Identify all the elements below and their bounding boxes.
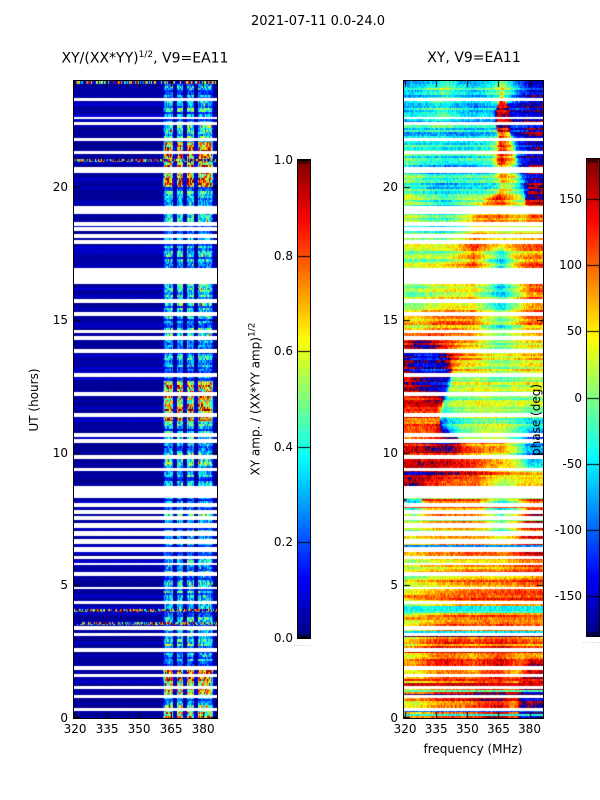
amplitude-y-tick-label: 15 — [52, 312, 68, 327]
phase-colorbar-tick-label: -100 — [554, 523, 582, 537]
phase-y-tick-label: 5 — [390, 578, 398, 593]
phase-x-tick-label: 365 — [486, 722, 510, 736]
amplitude-colorbar — [297, 159, 311, 639]
amplitude-colorbar-gradient — [298, 160, 310, 638]
amplitude-colorbar-tick-label: 0.8 — [273, 248, 293, 263]
amplitude-colorbar-label-superscript: 1/2 — [247, 322, 258, 338]
amplitude-title-suffix: , V9=EA11 — [153, 50, 229, 67]
amplitude-y-tick-label: 5 — [60, 578, 68, 593]
phase-colorbar-tick-label: -150 — [554, 589, 582, 604]
phase-x-tick-label: 335 — [424, 722, 448, 736]
phase-y-tick-label: 20 — [382, 180, 398, 195]
amplitude-colorbar-tick-label: 0.4 — [273, 439, 293, 454]
amplitude-colorbar-tick-label: 0.2 — [273, 535, 293, 550]
phase-colorbar-tick-label: 50 — [566, 324, 582, 339]
phase-y-tick-label: 10 — [382, 445, 398, 460]
amplitude-heatmap — [74, 81, 217, 718]
amplitude-panel — [73, 80, 218, 719]
phase-x-tick-label: 350 — [455, 722, 479, 736]
phase-colorbar-tick-label: -50 — [562, 456, 582, 471]
amplitude-colorbar-tick-label: 0.6 — [273, 344, 293, 359]
amplitude-x-tick-label: 320 — [63, 722, 87, 736]
phase-colorbar-label: phase (deg) — [529, 383, 543, 457]
amplitude-colorbar-label-prefix: XY amp. / (XX*YY amp) — [248, 337, 263, 476]
phase-y-tick-label: 0 — [390, 711, 398, 725]
phase-x-tick-label: 380 — [518, 722, 541, 736]
frequency-axis-label: frequency (MHz) — [423, 742, 523, 756]
amplitude-title-prefix: XY/(XX*YY) — [61, 50, 139, 67]
amplitude-x-tick-label: 335 — [95, 722, 119, 736]
phase-colorbar-tick-label: 100 — [559, 258, 582, 272]
phase-colorbar-tick-label: 0 — [574, 390, 582, 405]
amplitude-x-tick-label: 380 — [191, 722, 215, 736]
phase-colorbar — [586, 158, 600, 637]
phase-colorbar-minor-marks: ........ — [582, 639, 600, 644]
phase-colorbar-tick-label: 150 — [559, 191, 582, 206]
amplitude-colorbar-label: XY amp. / (XX*YY amp)1/2 — [248, 323, 263, 476]
amplitude-y-tick-label: 20 — [52, 180, 68, 195]
amplitude-y-tick-label: 10 — [52, 445, 68, 460]
phase-panel-title: XY, V9=EA11 — [427, 50, 521, 66]
amplitude-y-tick-label: 0 — [60, 711, 68, 725]
amplitude-colorbar-minor-marks: ........ — [293, 642, 313, 647]
phase-y-tick-label: 15 — [382, 312, 398, 327]
phase-colorbar-gradient — [587, 159, 599, 636]
amplitude-title-superscript: 1/2 — [138, 50, 154, 60]
amplitude-colorbar-tick-label: 0.0 — [273, 631, 293, 645]
amplitude-panel-title: XY/(XX*YY)1/2, V9=EA11 — [62, 50, 229, 67]
amplitude-x-tick-label: 365 — [159, 722, 183, 736]
phase-panel — [403, 80, 544, 719]
phase-heatmap — [404, 81, 543, 718]
amplitude-x-tick-label: 350 — [127, 722, 151, 736]
figure-title: 2021-07-11 0.0-24.0 — [251, 14, 385, 29]
amplitude-colorbar-tick-label: 1.0 — [273, 153, 293, 167]
phase-x-tick-label: 320 — [393, 722, 417, 736]
ut-axis-label: UT (hours) — [27, 368, 41, 432]
